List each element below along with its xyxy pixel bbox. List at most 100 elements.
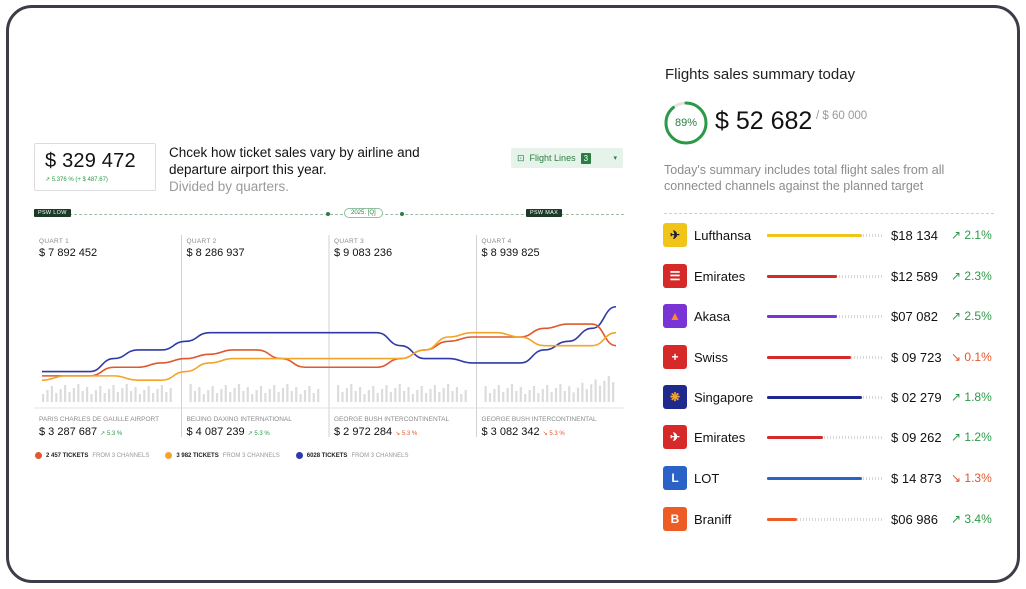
chevron-down-icon: ▾ [613, 155, 617, 162]
psw-year-tag[interactable]: 2025. [Q] [344, 208, 383, 218]
volume-bar [290, 391, 293, 402]
quarter-label: QUART 4 [481, 238, 512, 245]
volume-bar [598, 385, 602, 402]
volume-bar [229, 392, 232, 402]
line-chart-svg [34, 235, 624, 437]
airline-amount: $ 09 262 [891, 430, 942, 445]
volume-bar [433, 385, 436, 402]
psw-low-tag: PSW LOW [34, 209, 71, 217]
legend-item[interactable]: 3 982 TICKETS FROM 3 CHANNELS [165, 452, 280, 459]
quarter-column[interactable]: QUART 2 $ 8 286 937 BEIJING DAXING INTERNA… [182, 230, 329, 438]
airline-change: ↗ 2.3% [951, 269, 992, 283]
volume-bar [594, 379, 597, 402]
total-sales-change: ↗ 5.376 % (+ $ 487.67) [45, 177, 108, 183]
airline-bar-fill [767, 315, 837, 318]
volume-bar [381, 389, 384, 402]
airline-logo-icon: ✈ [663, 223, 687, 247]
volume-bar [546, 385, 549, 402]
volume-bar [497, 385, 500, 402]
psw-end-dot [400, 212, 404, 216]
volume-bar [403, 391, 406, 402]
legend-sub: FROM 3 CHANNELS [92, 452, 150, 459]
volume-bar [211, 386, 214, 402]
volume-bar [224, 385, 227, 402]
flight-lines-dropdown[interactable]: ⊡ Flight Lines 3 ▾ [511, 148, 623, 168]
airline-row[interactable]: ▲ Akasa $07 082 ↗ 2.5% [663, 304, 997, 330]
volume-bar [193, 391, 197, 402]
airline-amount: $07 082 [891, 309, 938, 324]
legend-item[interactable]: 6028 TICKETS FROM 3 CHANNELS [295, 452, 408, 459]
volume-bar [612, 382, 615, 402]
volume-bar [550, 392, 553, 402]
airline-row[interactable]: B Braniff $06 986 ↗ 3.4% [663, 507, 997, 533]
summary-value: $ 52 682 [715, 107, 813, 135]
volume-bar [554, 388, 558, 402]
volume-bar [447, 384, 450, 402]
volume-bar [134, 387, 137, 402]
volume-bar [112, 385, 115, 402]
volume-bar [251, 394, 254, 402]
volume-bar [202, 394, 205, 402]
flight-lines-count: 3 [580, 152, 592, 164]
volume-bar [81, 391, 84, 402]
airline-name: Emirates [694, 269, 746, 284]
airline-name: Akasa [694, 309, 731, 324]
airline-row[interactable]: ✈ Lufthansa $18 134 ↗ 2.1% [663, 223, 997, 249]
volume-bar [359, 387, 362, 402]
quarter-column[interactable]: QUART 4 $ 8 939 825 GEORGE BUSH INTERCONTI… [477, 230, 624, 438]
volume-bar [108, 389, 111, 402]
legend-dot [295, 452, 303, 459]
legend-item[interactable]: 2 457 TICKETS FROM 3 CHANNELS [35, 452, 149, 459]
volume-bar [502, 392, 505, 402]
legend-count: 6028 TICKETS [306, 452, 348, 459]
volume-bar [259, 386, 263, 402]
volume-bar [99, 386, 102, 402]
legend-sub: FROM 3 CHANNELS [222, 452, 280, 459]
quarter-change: ↗ 5.3 % [100, 431, 123, 437]
airline-row[interactable]: L LOT $ 14 873 ↘ 1.3% [663, 466, 997, 492]
volume-bar [585, 389, 588, 402]
volume-bar [50, 386, 53, 402]
volume-bar [506, 388, 509, 402]
airline-bar-fill [767, 234, 863, 237]
volume-bar [363, 394, 366, 402]
series-line [41, 331, 617, 381]
quarter-column[interactable]: QUART 3 $ 9 083 236 GEORGE BUSH INTERCONTI… [329, 230, 476, 438]
volume-bar [103, 393, 106, 402]
legend-count: 2 457 TICKETS [46, 452, 89, 459]
volume-bar [152, 393, 155, 402]
airline-row[interactable]: ✈ Emirates $ 09 262 ↗ 1.2% [663, 425, 997, 451]
chart-subline: Divided by quarters. [169, 179, 290, 194]
airline-change: ↗ 1.2% [951, 430, 992, 444]
airline-row[interactable]: ❋ Singapore $ 02 279 ↗ 1.8% [663, 385, 997, 411]
quarter-column[interactable]: QUART 1 $ 7 892 452 PARIS CHARLES DE GAULL… [34, 230, 181, 438]
airline-logo-icon: + [663, 345, 687, 369]
quarter-amount: $ 4 087 239 [186, 426, 245, 438]
volume-bar [94, 390, 97, 402]
psw-max-tag: PSW MAX [526, 209, 563, 217]
volume-bar [341, 392, 344, 402]
airline-name: Braniff [694, 512, 732, 527]
volume-bar [367, 390, 370, 402]
volume-bar [116, 392, 119, 402]
airline-change: ↗ 3.4% [951, 512, 992, 526]
volume-bar [541, 389, 544, 402]
airline-amount: $12 589 [891, 269, 938, 284]
summary-description: Today's summary includes total flight sa… [664, 163, 945, 193]
volume-bar [394, 388, 397, 402]
airline-row[interactable]: ☰ Emirates $12 589 ↗ 2.3% [663, 264, 997, 290]
airline-amount: $06 986 [891, 512, 938, 527]
volume-bar [354, 391, 357, 402]
quarter-amount-row: $ 3 287 687 ↗ 5.3 % [39, 426, 122, 438]
volume-bar [121, 388, 124, 402]
volume-bar [488, 393, 492, 402]
airline-bar-fill [767, 396, 863, 399]
airline-row[interactable]: + Swiss $ 09 723 ↘ 0.1% [663, 345, 997, 371]
airline-logo-icon: ☰ [663, 264, 687, 288]
volume-bar [277, 392, 280, 402]
airline-change: ↘ 0.1% [951, 350, 992, 364]
quarter-amount-row: $ 2 972 284 ↘ 5.3 % [334, 426, 417, 438]
total-sales-card: $ 329 472 ↗ 5.376 % (+ $ 487.67) [34, 143, 156, 191]
quarter-label: QUART 1 [39, 238, 70, 245]
airline-name: Emirates [694, 430, 746, 445]
